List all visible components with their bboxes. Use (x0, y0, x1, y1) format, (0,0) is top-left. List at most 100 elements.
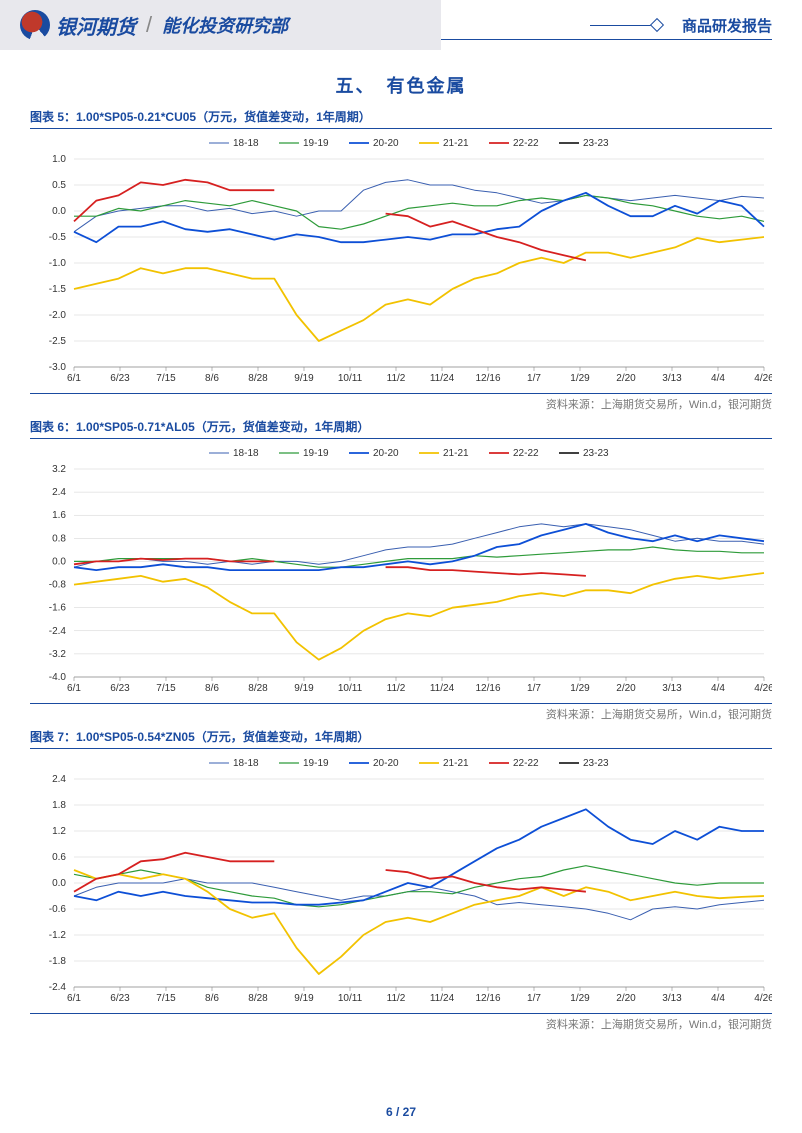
chart-7-source: 资料来源：上海期货交易所，Win.d，银河期货 (30, 1013, 772, 1032)
svg-text:22-22: 22-22 (513, 138, 539, 149)
svg-text:3/13: 3/13 (662, 373, 682, 384)
svg-text:1.0: 1.0 (52, 154, 66, 165)
svg-text:6/23: 6/23 (110, 683, 130, 694)
svg-text:18-18: 18-18 (233, 448, 259, 459)
svg-text:-2.5: -2.5 (49, 336, 67, 347)
svg-text:4/4: 4/4 (711, 683, 725, 694)
svg-text:7/15: 7/15 (156, 683, 176, 694)
svg-text:7/15: 7/15 (156, 993, 176, 1004)
svg-text:2/20: 2/20 (616, 683, 636, 694)
svg-text:6/1: 6/1 (67, 993, 81, 1004)
svg-text:0.0: 0.0 (52, 556, 66, 567)
svg-text:12/16: 12/16 (475, 373, 500, 384)
svg-text:6/23: 6/23 (110, 373, 130, 384)
svg-text:1/29: 1/29 (570, 683, 590, 694)
svg-text:4/26: 4/26 (754, 683, 772, 694)
page-footer: 6 / 27 (0, 1105, 802, 1119)
svg-text:-2.4: -2.4 (49, 982, 67, 993)
svg-text:22-22: 22-22 (513, 758, 539, 769)
svg-text:-3.0: -3.0 (49, 362, 67, 373)
svg-text:11/2: 11/2 (387, 373, 406, 384)
brand-separator: / (146, 12, 152, 38)
svg-text:9/19: 9/19 (294, 373, 314, 384)
svg-text:0.6: 0.6 (52, 852, 66, 863)
svg-text:1.2: 1.2 (52, 826, 66, 837)
chart-6-source: 资料来源：上海期货交易所，Win.d，银河期货 (30, 703, 772, 722)
svg-text:23-23: 23-23 (583, 758, 609, 769)
chart-5: -3.0-2.5-2.0-1.5-1.0-0.50.00.51.06/16/23… (30, 131, 772, 391)
svg-text:1/7: 1/7 (527, 683, 541, 694)
chart-7: -2.4-1.8-1.2-0.60.00.61.21.82.46/16/237/… (30, 751, 772, 1011)
svg-text:21-21: 21-21 (443, 448, 469, 459)
svg-text:2.4: 2.4 (52, 487, 66, 498)
svg-text:1/29: 1/29 (570, 993, 590, 1004)
svg-text:-3.2: -3.2 (49, 649, 67, 660)
svg-text:11/2: 11/2 (387, 993, 406, 1004)
svg-text:12/16: 12/16 (475, 993, 500, 1004)
chart-7-title: 图表 7：1.00*SP05-0.54*ZN05（万元，货值差变动，1年周期） (30, 728, 772, 749)
svg-text:10/11: 10/11 (338, 683, 363, 694)
svg-text:11/24: 11/24 (430, 683, 455, 694)
chart-6-title: 图表 6：1.00*SP05-0.71*AL05（万元，货值差变动，1年周期） (30, 418, 772, 439)
svg-text:1/7: 1/7 (527, 373, 541, 384)
chart-block-6: 图表 6：1.00*SP05-0.71*AL05（万元，货值差变动，1年周期） … (30, 418, 772, 722)
svg-text:-0.5: -0.5 (49, 232, 67, 243)
svg-text:12/16: 12/16 (475, 683, 500, 694)
svg-text:0.8: 0.8 (52, 533, 66, 544)
page-total: 27 (403, 1105, 416, 1119)
svg-text:23-23: 23-23 (583, 448, 609, 459)
svg-text:8/28: 8/28 (248, 993, 268, 1004)
svg-text:0.5: 0.5 (52, 180, 66, 191)
page-current: 6 (386, 1105, 393, 1119)
svg-text:8/28: 8/28 (248, 373, 268, 384)
svg-text:-0.8: -0.8 (49, 580, 67, 591)
page-body: 五、 有色金属 图表 5：1.00*SP05-0.21*CU05（万元，货值差变… (0, 50, 802, 1032)
svg-text:6/1: 6/1 (67, 373, 81, 384)
svg-text:-4.0: -4.0 (49, 672, 67, 683)
svg-text:0.0: 0.0 (52, 878, 66, 889)
svg-text:11/2: 11/2 (387, 683, 406, 694)
svg-text:1/29: 1/29 (570, 373, 590, 384)
svg-text:18-18: 18-18 (233, 758, 259, 769)
chart-5-title: 图表 5：1.00*SP05-0.21*CU05（万元，货值差变动，1年周期） (30, 108, 772, 129)
svg-text:3.2: 3.2 (52, 464, 66, 475)
section-title: 五、 有色金属 (30, 72, 772, 98)
svg-text:19-19: 19-19 (303, 138, 329, 149)
svg-text:18-18: 18-18 (233, 138, 259, 149)
svg-text:19-19: 19-19 (303, 448, 329, 459)
svg-text:4/4: 4/4 (711, 373, 725, 384)
svg-text:20-20: 20-20 (373, 448, 399, 459)
svg-text:22-22: 22-22 (513, 448, 539, 459)
department-title: 能化投资研究部 (162, 12, 288, 38)
page-sep: / (396, 1105, 399, 1119)
svg-text:6/1: 6/1 (67, 683, 81, 694)
svg-text:23-23: 23-23 (583, 138, 609, 149)
svg-text:-1.0: -1.0 (49, 258, 67, 269)
svg-text:7/15: 7/15 (156, 373, 176, 384)
svg-text:3/13: 3/13 (662, 683, 682, 694)
svg-text:8/6: 8/6 (205, 993, 219, 1004)
svg-text:8/6: 8/6 (205, 683, 219, 694)
diamond-icon (650, 18, 664, 32)
svg-text:1.6: 1.6 (52, 510, 66, 521)
svg-text:9/19: 9/19 (294, 993, 314, 1004)
svg-text:1.8: 1.8 (52, 800, 66, 811)
document-type: 商品研发报告 (660, 15, 772, 36)
svg-text:-0.6: -0.6 (49, 904, 67, 915)
svg-text:1/7: 1/7 (527, 993, 541, 1004)
svg-text:6/23: 6/23 (110, 993, 130, 1004)
svg-text:8/6: 8/6 (205, 373, 219, 384)
chart-6: -4.0-3.2-2.4-1.6-0.80.00.81.62.43.26/16/… (30, 441, 772, 701)
svg-text:20-20: 20-20 (373, 138, 399, 149)
svg-text:21-21: 21-21 (443, 138, 469, 149)
svg-text:4/26: 4/26 (754, 373, 772, 384)
svg-text:4/26: 4/26 (754, 993, 772, 1004)
svg-text:-1.8: -1.8 (49, 956, 67, 967)
svg-text:0.0: 0.0 (52, 206, 66, 217)
svg-text:11/24: 11/24 (430, 373, 455, 384)
svg-text:-2.0: -2.0 (49, 310, 67, 321)
svg-text:3/13: 3/13 (662, 993, 682, 1004)
svg-text:-2.4: -2.4 (49, 626, 67, 637)
svg-text:21-21: 21-21 (443, 758, 469, 769)
svg-text:11/24: 11/24 (430, 993, 455, 1004)
